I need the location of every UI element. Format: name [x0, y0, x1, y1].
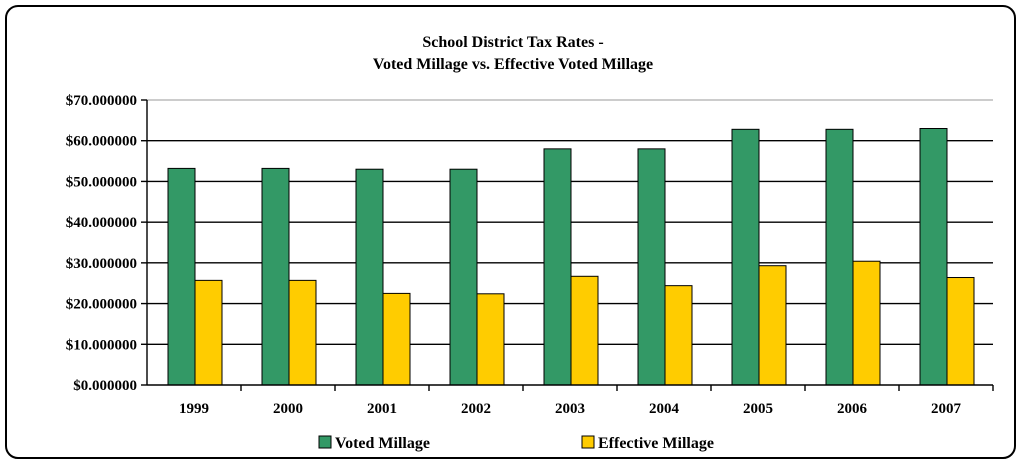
x-tick-label: 2004	[649, 401, 680, 417]
bar-effective-millage-2002	[476, 293, 505, 386]
x-tick-label: 1999	[179, 401, 209, 417]
y-tick-label: $20.000000	[66, 297, 137, 313]
bar-effective-millage-2006	[852, 260, 881, 386]
legend-label: Effective Millage	[598, 435, 714, 452]
bar-voted-millage-2003	[543, 148, 572, 386]
x-tick-label: 2003	[555, 401, 585, 417]
bar-voted-millage-2000	[261, 167, 290, 386]
bar-effective-millage-2003	[570, 275, 599, 386]
bar-voted-millage-1999	[167, 167, 196, 386]
bar-voted-millage-2002	[449, 168, 478, 386]
x-tick-label: 2005	[743, 401, 773, 417]
y-tick-label: $50.000000	[66, 174, 137, 190]
bar-effective-millage-1999	[194, 279, 223, 386]
bar-effective-millage-2004	[664, 285, 693, 386]
x-tick-label: 2001	[367, 401, 397, 417]
chart-title: School District Tax Rates -	[422, 34, 603, 51]
bar-effective-millage-2005	[758, 265, 787, 386]
bar-voted-millage-2006	[825, 128, 854, 386]
x-tick-label: 2002	[461, 401, 491, 417]
bar-voted-millage-2005	[731, 128, 760, 386]
bar-effective-millage-2007	[946, 277, 975, 386]
chart-border	[5, 5, 1016, 459]
y-tick-label: $0.000000	[73, 378, 137, 394]
x-tick-label: 2000	[273, 401, 303, 417]
bar-effective-millage-2000	[288, 279, 317, 386]
y-axis-tick-labels: $0.000000 $10.000000 $20.000000 $30.000000 $…	[66, 93, 137, 394]
y-tick-label: $40.000000	[66, 215, 137, 231]
axes	[146, 100, 994, 391]
x-axis-tick-labels: 1999 2000 2001 2002 2003 2004 2005 2006 2007	[179, 401, 962, 417]
legend: Voted Millage Effective Millage	[318, 435, 714, 452]
legend-item-voted-millage: Voted Millage	[318, 435, 430, 452]
bar-effective-millage-2001	[382, 292, 411, 386]
bar-voted-millage-2007	[919, 128, 948, 386]
legend-item-effective-millage: Effective Millage	[581, 435, 714, 452]
y-tick-label: $70.000000	[66, 93, 137, 109]
y-tick-label: $10.000000	[66, 337, 137, 353]
x-tick-label: 2006	[837, 401, 868, 417]
bar-voted-millage-2004	[637, 148, 666, 386]
bars	[167, 128, 975, 386]
legend-label: Voted Millage	[335, 435, 430, 452]
y-tick-label: $60.000000	[66, 134, 137, 150]
legend-swatch	[581, 435, 595, 449]
bar-voted-millage-2001	[355, 168, 384, 386]
x-tick-label: 2007	[931, 401, 962, 417]
chart-subtitle: Voted Millage vs. Effective Voted Millag…	[373, 56, 653, 73]
legend-swatch	[318, 435, 332, 449]
y-tick-label: $30.000000	[66, 256, 137, 272]
